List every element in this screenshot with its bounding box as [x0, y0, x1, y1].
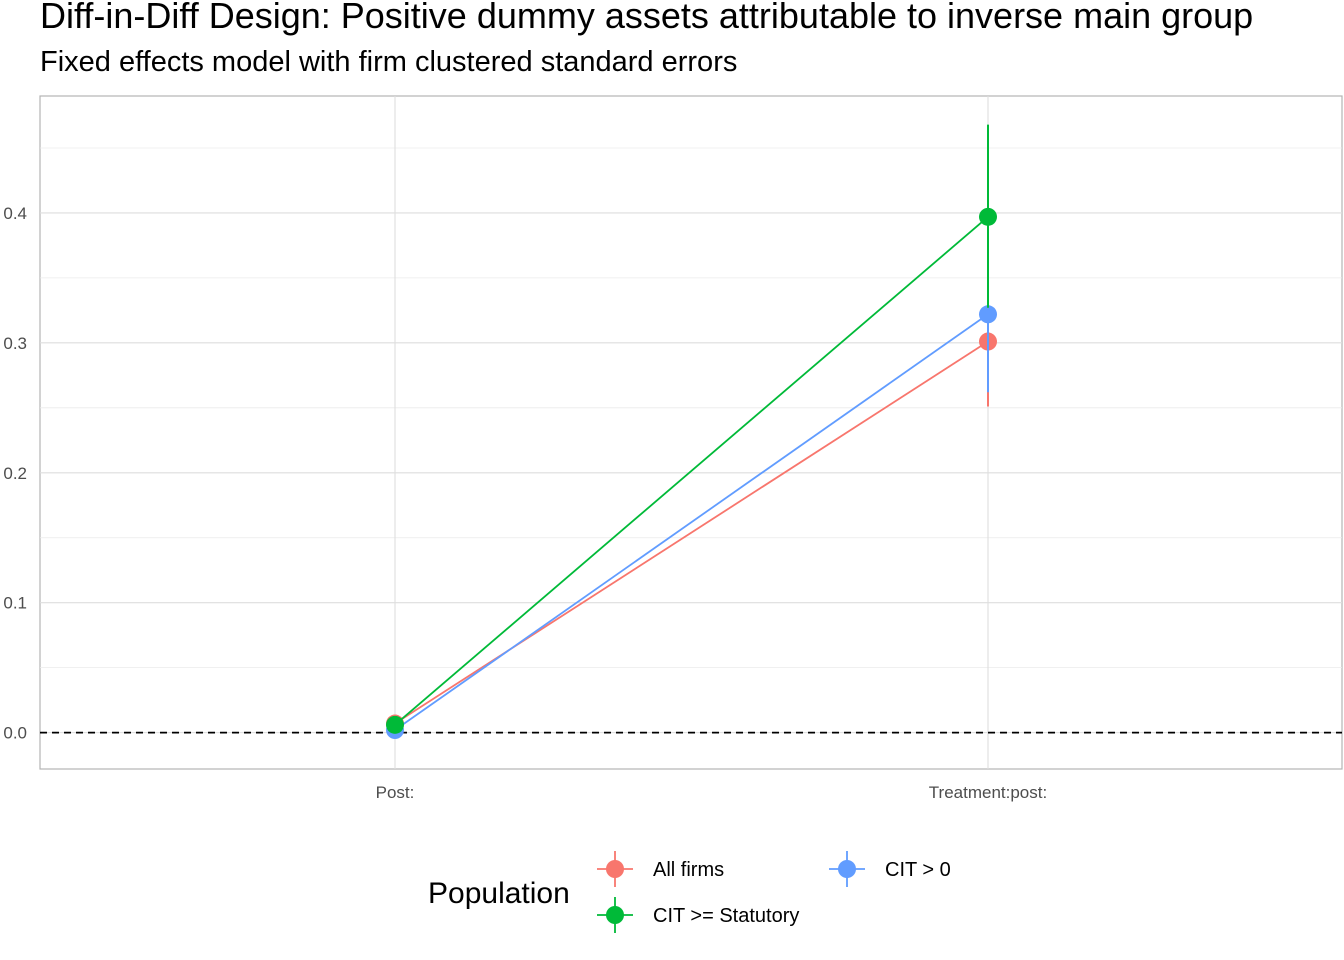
legend: Population All firms CIT >= Statutory CIT >…	[428, 851, 951, 933]
y-tick-label: 0.2	[3, 464, 27, 483]
legend-title: Population	[428, 877, 570, 910]
data-point	[979, 207, 997, 226]
y-axis: 0.0 0.1 0.2 0.3 0.4	[3, 204, 27, 743]
y-tick-label: 0.4	[3, 204, 27, 223]
series-line	[394, 313, 989, 731]
chart-subtitle: Fixed effects model with firm clustered …	[40, 46, 738, 78]
series-layer	[386, 124, 997, 740]
data-point	[979, 305, 997, 324]
y-tick-label: 0.3	[3, 334, 27, 353]
x-tick-label: Post:	[376, 783, 415, 802]
legend-label: CIT > 0	[885, 859, 951, 881]
legend-key-point	[606, 906, 624, 924]
data-point	[386, 715, 404, 734]
chart-title: Diff-in-Diff Design: Positive dummy asse…	[40, 0, 1254, 36]
y-tick-label: 0.0	[3, 724, 27, 743]
legend-key-point	[838, 860, 856, 878]
x-tick-label: Treatment:post:	[929, 783, 1047, 802]
x-axis: Post: Treatment:post:	[376, 783, 1048, 802]
series-line	[394, 216, 989, 726]
legend-item: CIT > 0	[829, 851, 951, 887]
legend-item: All firms	[597, 851, 724, 887]
grid-lines	[40, 96, 1342, 769]
legend-label: CIT >= Statutory	[653, 905, 799, 927]
series-cit-statutory	[386, 124, 997, 734]
plot-panel	[39, 95, 1343, 770]
legend-label: All firms	[653, 859, 724, 881]
legend-item: CIT >= Statutory	[597, 897, 799, 933]
y-tick-label: 0.1	[3, 594, 27, 613]
legend-key-point	[606, 860, 624, 878]
